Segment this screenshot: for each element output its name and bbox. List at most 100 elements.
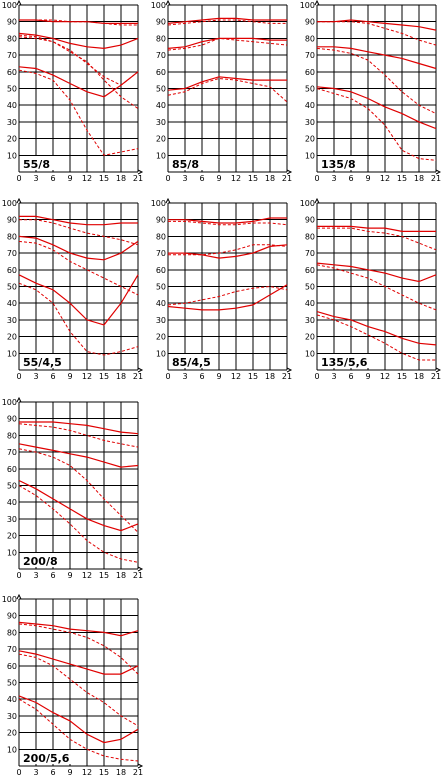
- series-line-dashed: [18, 69, 139, 156]
- series-line-solid: [317, 19, 437, 31]
- x-tick-label: 6: [50, 768, 55, 777]
- x-tick-label: 0: [314, 174, 319, 183]
- chart-panel: 10 20 30 40 50 60 70 80 90 100 0 3 6 9 12 15 18 21 85/8: [151, 0, 293, 183]
- series-line-solid: [317, 225, 436, 232]
- x-tick-label: 18: [116, 174, 126, 183]
- x-tick-label: 3: [182, 372, 187, 381]
- y-tick-label: 40: [305, 101, 315, 110]
- x-tick-label: 3: [331, 174, 336, 183]
- y-tick-label: 30: [156, 118, 166, 127]
- x-tick-label: 12: [82, 174, 92, 183]
- y-tick-label: 50: [156, 283, 166, 292]
- y-tick-label: 100: [151, 1, 166, 10]
- chart-panel: 10 20 30 40 50 60 70 80 90 100 0 3 6 9 12 15 18 21 135/8: [300, 0, 441, 183]
- x-tick-label: 15: [99, 571, 109, 580]
- x-tick-label: 18: [414, 174, 424, 183]
- panel-label-background: [169, 156, 203, 170]
- series-line-dashed: [167, 19, 287, 26]
- chart-panel: 10 20 30 40 50 60 70 80 90 100 0 3 6 9 12 15 18 21 55/4,5: [2, 197, 144, 381]
- y-tick-label: 60: [7, 662, 17, 671]
- x-axis-arrow-icon: [435, 367, 441, 373]
- x-tick-label: 15: [397, 174, 407, 183]
- x-axis-arrow-icon: [286, 169, 293, 175]
- series-line-solid: [18, 274, 139, 326]
- y-tick-label: 80: [305, 232, 315, 241]
- y-tick-label: 20: [7, 333, 17, 342]
- x-tick-label: 0: [165, 174, 170, 183]
- series-line-dashed: [18, 698, 139, 762]
- y-tick-label: 40: [156, 101, 166, 110]
- series-line-dashed: [167, 77, 288, 103]
- y-tick-label: 100: [151, 199, 166, 208]
- series-line-dashed: [316, 264, 437, 311]
- y-tick-label: 80: [7, 628, 17, 637]
- x-tick-label: 12: [231, 372, 241, 381]
- series-line-solid: [18, 66, 139, 98]
- series-line-solid: [316, 262, 437, 283]
- y-tick-label: 30: [156, 316, 166, 325]
- x-tick-label: 21: [282, 372, 292, 381]
- series-line-dashed: [316, 47, 437, 115]
- panel-label-background: [20, 156, 54, 170]
- series-line-solid: [18, 235, 139, 261]
- series-line-solid: [18, 650, 139, 675]
- x-tick-label: 6: [348, 174, 353, 183]
- y-axis-arrow-icon: [165, 0, 171, 6]
- panel-label: 85/4,5: [172, 356, 211, 369]
- series-line-dashed: [19, 219, 139, 246]
- x-tick-label: 21: [133, 768, 143, 777]
- series-line-dashed: [18, 34, 139, 86]
- panel-label: 135/8: [321, 158, 356, 171]
- series-line-dashed: [19, 19, 138, 26]
- x-tick-label: 0: [314, 372, 319, 381]
- y-tick-label: 10: [156, 151, 166, 160]
- series-line-dashed: [316, 314, 436, 361]
- y-axis-arrow-icon: [165, 197, 171, 204]
- y-tick-label: 80: [7, 431, 17, 440]
- x-tick-label: 6: [199, 372, 204, 381]
- y-tick-label: 60: [7, 68, 17, 77]
- series-line-solid: [18, 621, 139, 637]
- x-tick-label: 9: [67, 174, 72, 183]
- x-tick-label: 12: [82, 768, 92, 777]
- series-line-dashed: [18, 653, 139, 727]
- y-tick-label: 100: [2, 1, 17, 10]
- panel-label-background: [20, 354, 68, 368]
- series-line-solid: [168, 244, 288, 259]
- y-tick-label: 70: [7, 448, 17, 457]
- y-tick-label: 100: [300, 199, 315, 208]
- x-tick-label: 21: [133, 174, 143, 183]
- chart-panel: 10 20 30 40 50 60 70 80 90 100 0 3 6 9 12 15 18 21 85/4,5: [151, 197, 293, 381]
- x-tick-label: 0: [16, 768, 21, 777]
- y-tick-label: 70: [305, 51, 315, 60]
- x-tick-label: 9: [67, 571, 72, 580]
- x-tick-label: 12: [231, 174, 241, 183]
- x-tick-label: 12: [82, 372, 92, 381]
- y-axis-arrow-icon: [314, 0, 320, 6]
- series-line-dashed: [18, 485, 139, 563]
- y-tick-label: 80: [156, 232, 166, 241]
- x-tick-label: 6: [50, 571, 55, 580]
- series-line-dashed: [168, 244, 288, 256]
- y-tick-label: 60: [7, 465, 17, 474]
- x-tick-label: 6: [50, 174, 55, 183]
- y-tick-label: 30: [7, 712, 17, 721]
- x-tick-label: 18: [116, 372, 126, 381]
- y-tick-label: 90: [7, 216, 17, 225]
- x-tick-label: 21: [431, 372, 441, 381]
- y-tick-label: 70: [156, 51, 166, 60]
- x-tick-label: 9: [67, 768, 72, 777]
- y-tick-label: 30: [305, 316, 315, 325]
- y-tick-label: 40: [7, 299, 17, 308]
- x-tick-label: 15: [99, 372, 109, 381]
- x-tick-label: 18: [414, 372, 424, 381]
- x-tick-label: 9: [365, 174, 370, 183]
- x-tick-label: 6: [199, 174, 204, 183]
- y-tick-label: 10: [7, 548, 17, 557]
- x-tick-label: 0: [16, 372, 21, 381]
- series-line-solid: [316, 86, 437, 130]
- x-tick-label: 18: [265, 174, 275, 183]
- x-axis-arrow-icon: [435, 169, 441, 175]
- x-tick-label: 15: [99, 768, 109, 777]
